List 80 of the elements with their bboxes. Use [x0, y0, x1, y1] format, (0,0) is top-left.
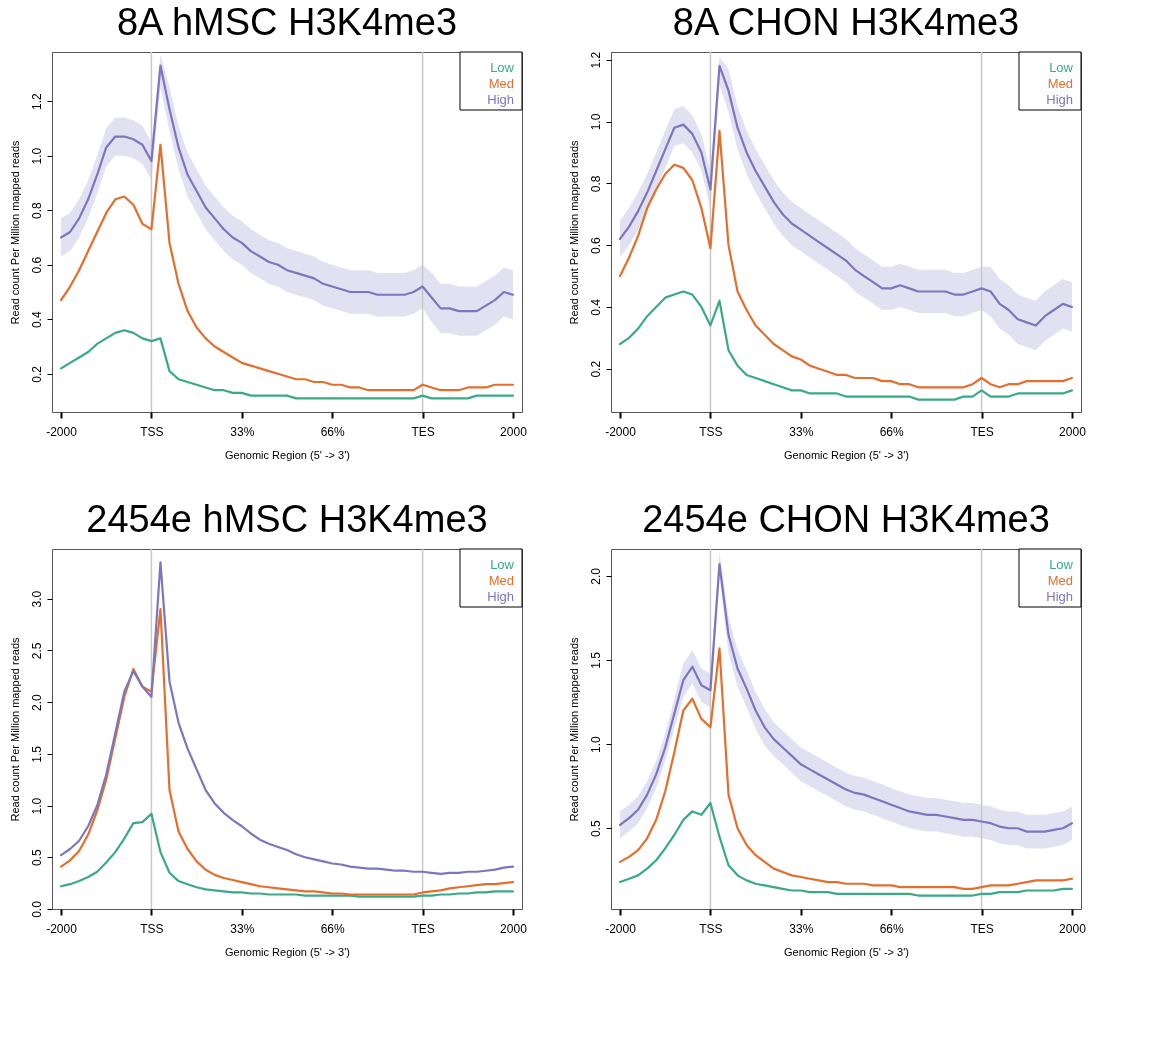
x-axis-title: Genomic Region (5' -> 3') — [784, 945, 909, 958]
x-tick-label: 2000 — [500, 424, 528, 439]
y-tick-label: 0.8 — [588, 175, 603, 193]
y-axis-title: Read count Per Million mapped reads — [8, 139, 21, 325]
x-tick-label: TSS — [140, 921, 164, 936]
x-tick-label: TSS — [140, 424, 164, 439]
x-tick-label: 2000 — [500, 921, 528, 936]
y-tick-label: 0.5 — [29, 849, 44, 867]
text: Low — [1049, 60, 1074, 75]
text: Low — [490, 60, 515, 75]
y-tick-label: 2.0 — [29, 693, 44, 711]
y-tick-label: 0.8 — [29, 202, 44, 220]
line-series — [618, 801, 1074, 897]
x-axis-title: Genomic Region (5' -> 3') — [225, 945, 350, 958]
line-series — [59, 143, 515, 392]
y-tick-label: 0.6 — [29, 256, 44, 274]
y-tick-label: 0.4 — [29, 311, 44, 329]
line-series — [618, 290, 1074, 401]
x-tick-label: 2000 — [1059, 921, 1087, 936]
x-tick-label: 2000 — [1059, 424, 1087, 439]
y-tick-label: 1.0 — [29, 147, 44, 165]
x-tick-label: 66% — [320, 921, 346, 936]
y-tick-label: 0.4 — [588, 298, 603, 316]
y-axis-title: Read count Per Million mapped reads — [8, 636, 21, 822]
x-tick-label: TES — [970, 921, 994, 936]
text: High — [487, 92, 514, 107]
text: High — [487, 589, 514, 604]
x-tick-label: TSS — [699, 424, 723, 439]
line-series — [59, 812, 515, 898]
y-axis-title: Read count Per Million mapped reads — [567, 636, 580, 822]
x-tick-label: -2000 — [46, 921, 78, 936]
text: High — [1046, 589, 1073, 604]
y-tick-label: 2.0 — [588, 567, 603, 585]
x-tick-label: 66% — [879, 921, 905, 936]
x-tick-label: TSS — [699, 921, 723, 936]
y-tick-label: 0.0 — [29, 900, 44, 918]
chart-title: 2454e hMSC H3K4me3 — [86, 498, 488, 541]
x-tick-label: -2000 — [46, 424, 78, 439]
y-tick-label: 1.2 — [588, 51, 603, 69]
x-tick-label: -2000 — [605, 921, 637, 936]
text: High — [1046, 92, 1073, 107]
y-tick-label: 0.2 — [588, 360, 603, 378]
x-tick-label: 33% — [789, 424, 814, 439]
y-tick-label: 1.0 — [29, 797, 44, 815]
x-tick-label: -2000 — [605, 424, 637, 439]
y-tick-label: 0.5 — [588, 820, 603, 838]
x-tick-label: TES — [411, 424, 435, 439]
x-tick-label: TES — [411, 921, 435, 936]
text: Med — [1047, 573, 1073, 588]
y-tick-label: 0.2 — [29, 365, 44, 383]
x-tick-label: 33% — [789, 921, 814, 936]
x-tick-label: 66% — [879, 424, 905, 439]
y-tick-label: 1.2 — [29, 92, 44, 110]
chart-title: 8A CHON H3K4me3 — [672, 1, 1020, 44]
y-tick-label: 3.0 — [29, 590, 44, 608]
x-axis-title: Genomic Region (5' -> 3') — [784, 448, 909, 461]
text: Low — [490, 557, 515, 572]
y-tick-label: 2.5 — [29, 642, 44, 660]
line-series — [618, 647, 1074, 890]
line-series — [618, 129, 1074, 389]
text: Med — [488, 573, 514, 588]
text: Med — [1047, 76, 1073, 91]
text: Med — [488, 76, 514, 91]
y-tick-label: 1.5 — [588, 651, 603, 669]
x-tick-label: 33% — [230, 921, 255, 936]
text: Low — [1049, 557, 1074, 572]
y-tick-label: 1.0 — [588, 113, 603, 131]
chart-title: 8A hMSC H3K4me3 — [116, 1, 458, 44]
chart-title: 2454e CHON H3K4me3 — [642, 498, 1050, 541]
x-tick-label: TES — [970, 424, 994, 439]
y-tick-label: 1.0 — [588, 735, 603, 753]
line-series — [59, 607, 515, 896]
y-tick-label: 0.6 — [588, 236, 603, 254]
y-tick-label: 1.5 — [29, 745, 44, 763]
line-series — [59, 561, 515, 875]
x-tick-label: 33% — [230, 424, 255, 439]
y-axis-title: Read count Per Million mapped reads — [567, 139, 580, 325]
x-tick-label: 66% — [320, 424, 346, 439]
x-axis-title: Genomic Region (5' -> 3') — [225, 448, 350, 461]
line-series — [59, 329, 515, 400]
